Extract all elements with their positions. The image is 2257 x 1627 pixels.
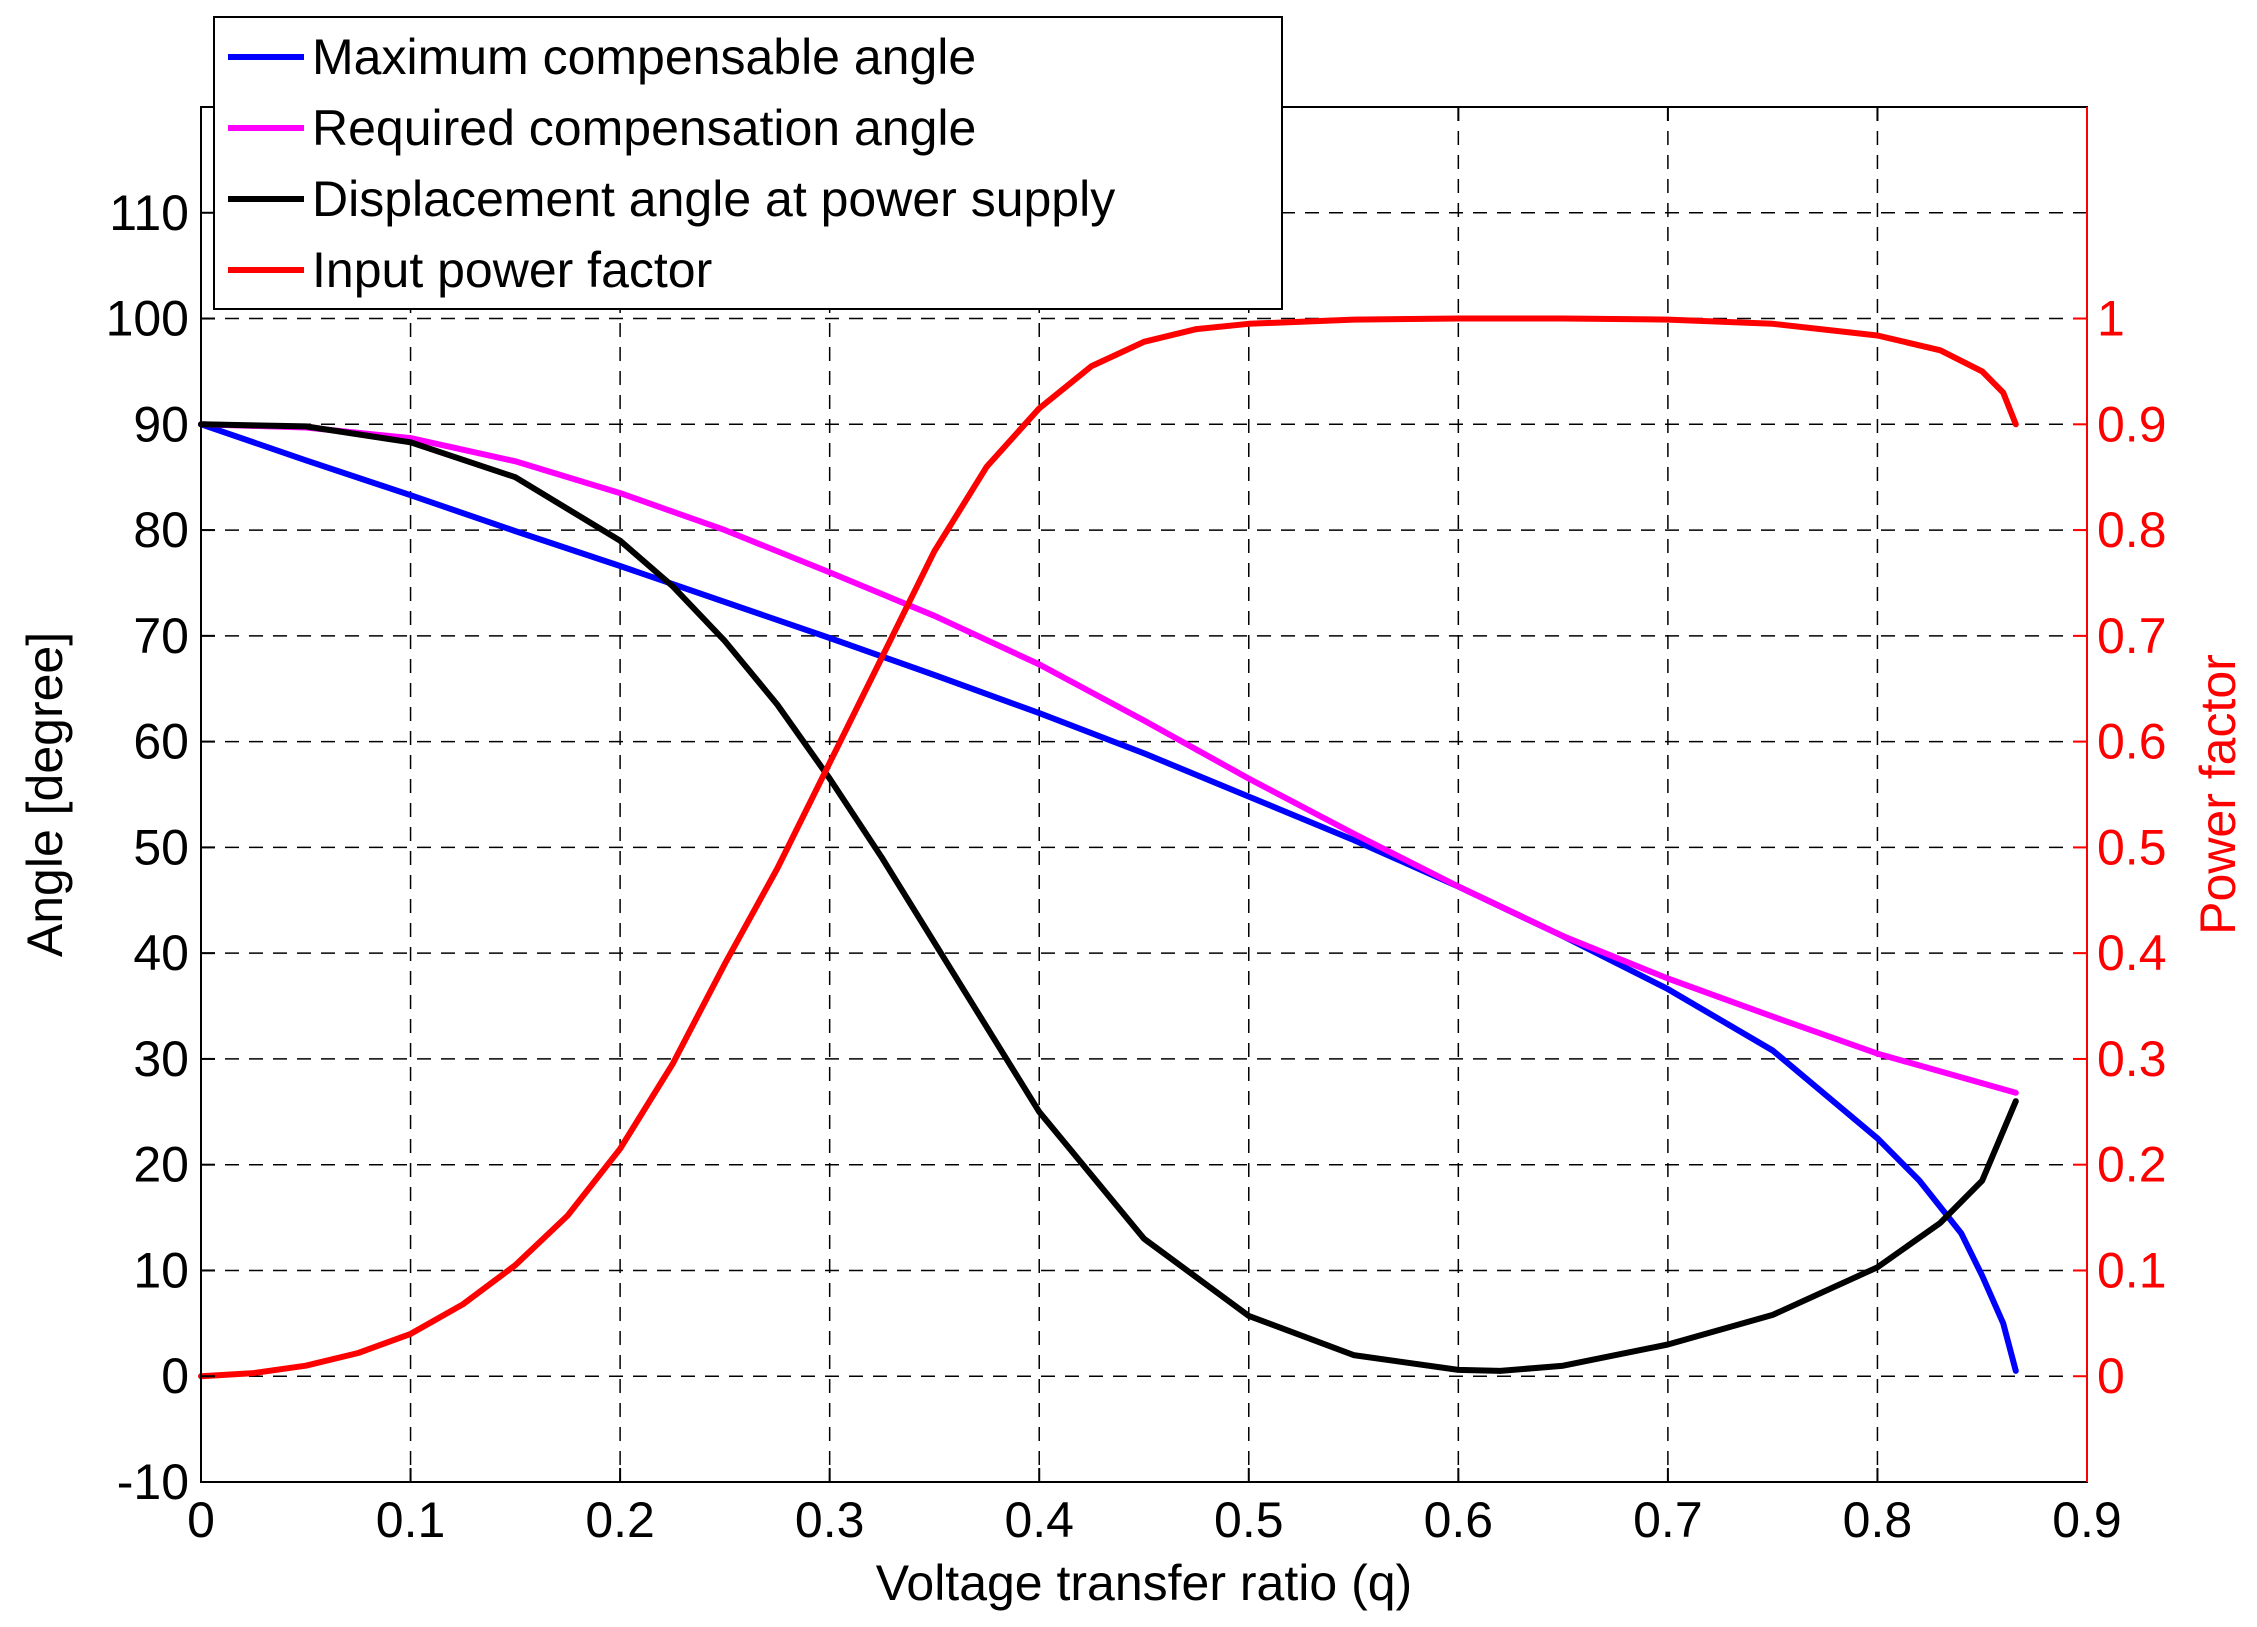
legend-label-power-factor: Input power factor: [312, 242, 712, 298]
x-tick-label: 0.9: [2052, 1492, 2122, 1548]
y-tick-label: 10: [133, 1242, 189, 1298]
series-max-comp-angle: [198, 421, 2019, 1374]
legend-label-req-comp: Required compensation angle: [312, 100, 976, 156]
y2-tick-label: 0.4: [2097, 925, 2167, 981]
y-tick-label: 40: [133, 925, 189, 981]
y-tick-label: 30: [133, 1031, 189, 1087]
legend-label-max-comp: Maximum compensable angle: [312, 29, 976, 85]
legend: Maximum compensable angle Required compe…: [213, 16, 1283, 310]
y-tick-label: 20: [133, 1137, 189, 1193]
x-tick-label: 0: [187, 1492, 215, 1548]
y2-tick-label: 0.5: [2097, 819, 2167, 875]
x-tick-label: 0.1: [376, 1492, 446, 1548]
y-tick-label: 60: [133, 714, 189, 770]
y2-tick-label: 0.1: [2097, 1242, 2167, 1298]
y2-tick-label: 0.2: [2097, 1137, 2167, 1193]
y-tick-label: 80: [133, 502, 189, 558]
y2-axis-label: Power factor: [2190, 654, 2246, 935]
series-req-comp-angle: [198, 421, 2019, 1096]
legend-label-displacement: Displacement angle at power supply: [312, 171, 1115, 227]
y-tick-label: -10: [117, 1454, 189, 1510]
x-tick-label: 0.8: [1843, 1492, 1913, 1548]
y2-tick-label: 0.8: [2097, 502, 2167, 558]
y2-tick-label: 0.6: [2097, 714, 2167, 770]
series-layer: [198, 315, 2019, 1380]
y-tick-label: 50: [133, 819, 189, 875]
y-tick-label: 100: [106, 291, 189, 347]
y-tick-label: 0: [161, 1348, 189, 1404]
y2-tick-label: 0.3: [2097, 1031, 2167, 1087]
x-tick-label: 0.6: [1424, 1492, 1494, 1548]
x-tick-label: 0.2: [585, 1492, 655, 1548]
x-axis-label: Voltage transfer ratio (q): [876, 1555, 1412, 1611]
x-tick-label: 0.5: [1214, 1492, 1284, 1548]
x-tick-label: 0.7: [1633, 1492, 1703, 1548]
y-tick-label: 90: [133, 396, 189, 452]
y2-tick-label: 0.9: [2097, 396, 2167, 452]
y-tick-label: 70: [133, 608, 189, 664]
ticks: 0 0.1 0.2 0.3 0.4 0.5 0.6 0.7 0.8 0.9-10010203040…: [106, 107, 2167, 1548]
y-tick-label: 110: [109, 185, 189, 241]
y2-tick-label: 0.7: [2097, 608, 2167, 664]
series-displacement-angle: [198, 421, 2019, 1374]
x-tick-label: 0.4: [1004, 1492, 1074, 1548]
legend-box: [213, 16, 1283, 310]
y2-tick-label: 1: [2097, 291, 2125, 347]
series-power-factor: [198, 315, 2019, 1380]
y-axis-label: Angle [degree]: [17, 632, 73, 957]
x-tick-label: 0.3: [795, 1492, 865, 1548]
y2-tick-label: 0: [2097, 1348, 2125, 1404]
